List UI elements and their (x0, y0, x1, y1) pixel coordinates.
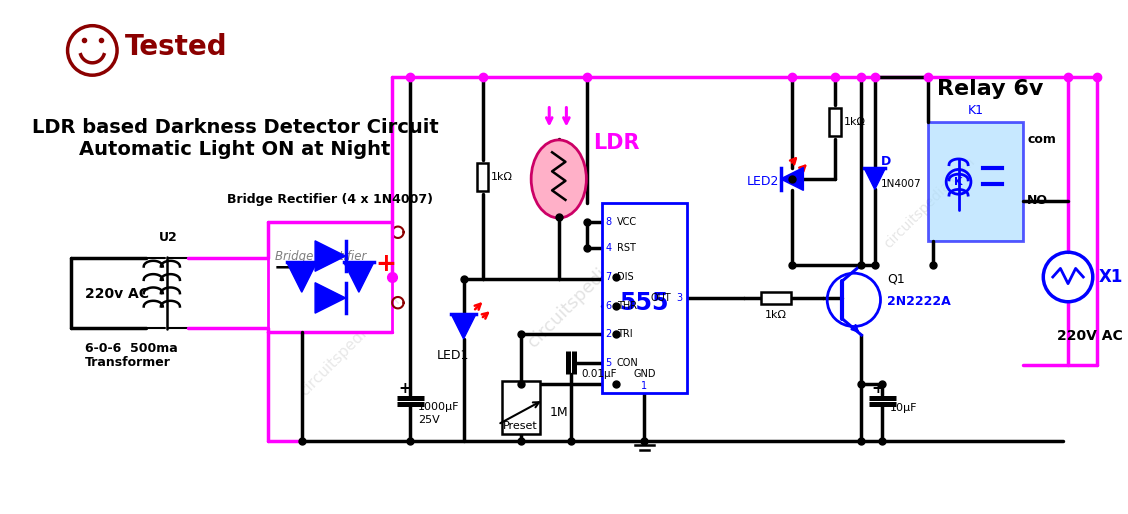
Text: circuitspedia.com: circuitspedia.com (525, 226, 650, 351)
Text: LDR based Darkness Detector Circuit
Automatic Light ON at Night: LDR based Darkness Detector Circuit Auto… (32, 118, 439, 159)
Text: 6-0-6  500ma: 6-0-6 500ma (85, 342, 177, 355)
Text: OUT: OUT (651, 293, 671, 303)
Text: 1N4007: 1N4007 (881, 179, 922, 189)
Text: U2: U2 (159, 231, 178, 244)
Text: −: − (273, 257, 292, 277)
Text: RST: RST (617, 244, 636, 253)
Text: 3: 3 (677, 293, 682, 303)
Text: NO: NO (1028, 194, 1048, 207)
Text: LDR: LDR (593, 133, 640, 153)
Bar (760, 292, 791, 304)
Text: LED1: LED1 (437, 348, 469, 361)
Polygon shape (451, 314, 476, 339)
Bar (477, 163, 488, 191)
Text: Q1: Q1 (887, 272, 905, 285)
Text: 1kΩ: 1kΩ (765, 310, 787, 320)
Bar (829, 107, 840, 136)
Text: D: D (881, 155, 891, 168)
Text: +: + (871, 381, 883, 396)
Text: 1kΩ: 1kΩ (491, 172, 513, 182)
Text: 555: 555 (619, 291, 669, 315)
Text: VCC: VCC (617, 217, 637, 227)
Text: 4: 4 (606, 244, 611, 253)
Text: TRI: TRI (617, 329, 633, 339)
Text: 0.01μF: 0.01μF (582, 369, 617, 379)
Text: K: K (954, 177, 963, 187)
Text: LED2: LED2 (747, 175, 778, 188)
Text: K1: K1 (968, 104, 984, 117)
Text: X1: X1 (1099, 268, 1122, 286)
Polygon shape (781, 168, 803, 190)
Text: Preset: Preset (503, 421, 538, 431)
Text: Bridge Rectifier (4 x 1N4007): Bridge Rectifier (4 x 1N4007) (228, 193, 433, 206)
Text: Bridge Rectifier: Bridge Rectifier (275, 250, 367, 263)
Text: +: + (399, 381, 412, 396)
Text: +: + (376, 252, 396, 277)
Polygon shape (287, 262, 317, 292)
Text: circuitspedia.com: circuitspedia.com (882, 154, 978, 251)
Text: 220V AC: 220V AC (1057, 329, 1122, 343)
Text: 220v AC: 220v AC (85, 287, 149, 301)
Text: 2N2222A: 2N2222A (887, 295, 951, 308)
Text: 7: 7 (606, 272, 611, 282)
Text: circuitspedia.com: circuitspedia.com (297, 292, 403, 399)
Polygon shape (864, 169, 885, 190)
Bar (928, 122, 1023, 241)
Text: Relay 6v: Relay 6v (936, 79, 1043, 99)
Polygon shape (344, 262, 374, 292)
Text: 1M: 1M (549, 406, 567, 419)
Text: 8: 8 (606, 217, 611, 227)
Text: THR: THR (617, 301, 637, 310)
Text: Transformer: Transformer (85, 356, 170, 369)
Text: 10μF: 10μF (890, 403, 917, 413)
Polygon shape (315, 241, 345, 271)
Text: 1kΩ: 1kΩ (844, 117, 865, 127)
Text: 2: 2 (606, 329, 611, 339)
Text: DIS: DIS (617, 272, 634, 282)
Bar (502, 381, 539, 434)
Polygon shape (315, 283, 345, 313)
Bar (268, 222, 393, 332)
Text: com: com (1028, 133, 1056, 146)
Text: 1: 1 (642, 381, 647, 392)
Bar (601, 203, 687, 393)
Text: 25V: 25V (417, 415, 440, 425)
Text: CON: CON (617, 358, 638, 368)
Text: 5: 5 (606, 358, 611, 368)
Text: 1000μF: 1000μF (417, 402, 459, 412)
Text: 6: 6 (606, 301, 611, 310)
Ellipse shape (531, 140, 587, 218)
Text: GND: GND (633, 369, 655, 379)
Text: Tested: Tested (125, 32, 228, 61)
